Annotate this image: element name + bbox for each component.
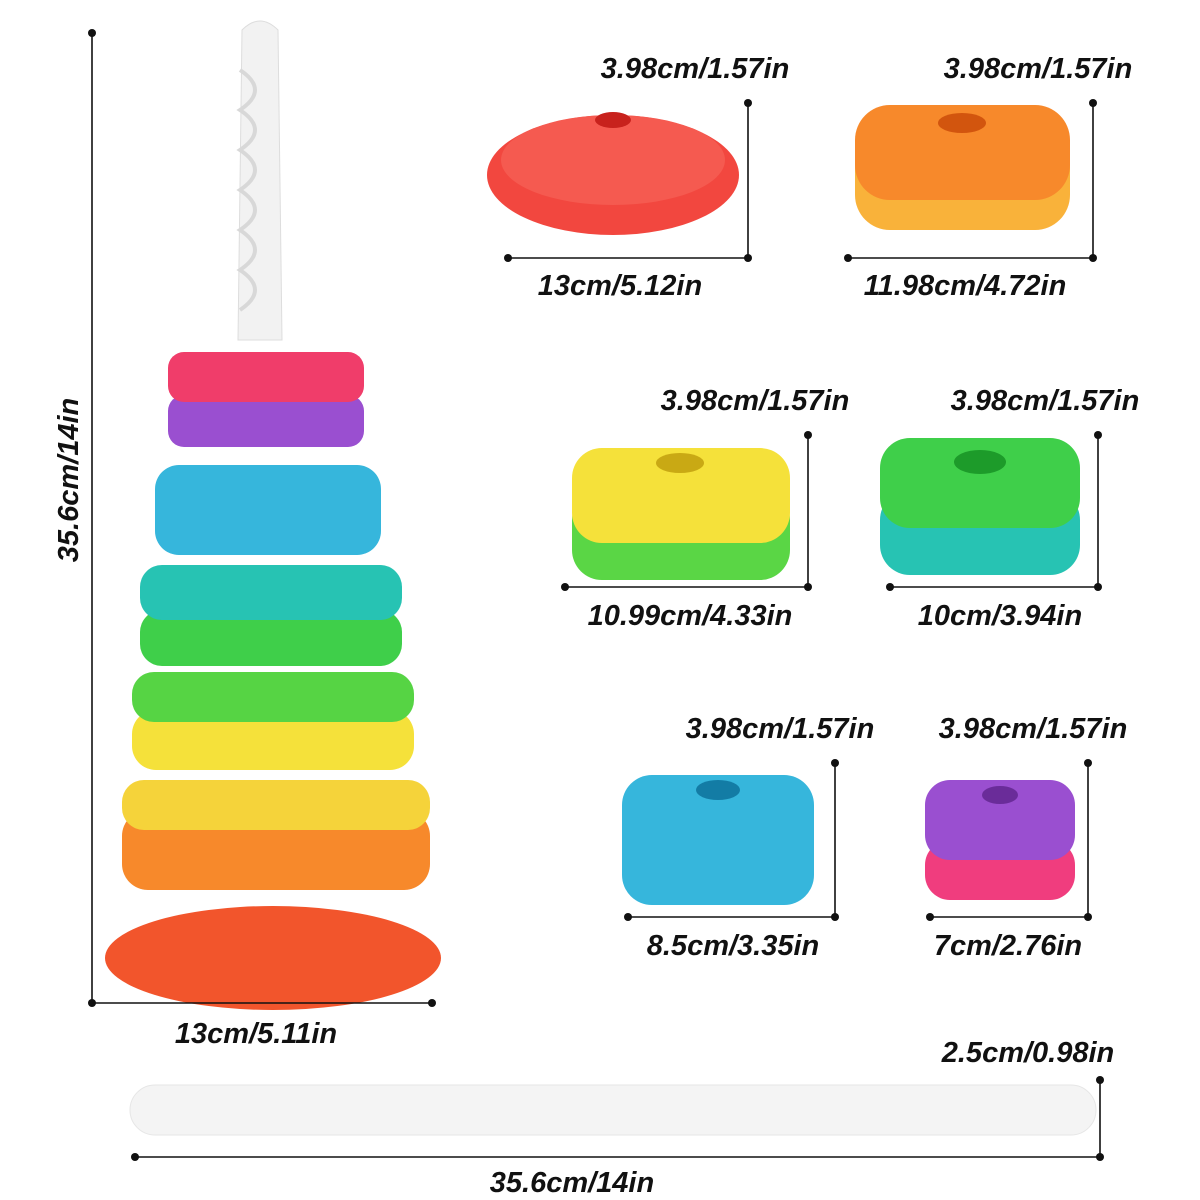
purple-ring-width-label: 7cm/2.76in	[934, 930, 1082, 962]
purple-ring-height-label: 3.98cm/1.57in	[939, 713, 1128, 745]
rod-diameter-label: 2.5cm/0.98in	[941, 1037, 1115, 1069]
yellow-ring-width-label: 10.99cm/4.33in	[588, 600, 793, 632]
tower-purple-ring	[168, 395, 364, 447]
green-ring-height-label: 3.98cm/1.57in	[951, 385, 1140, 417]
blue-ring-piece	[622, 775, 814, 905]
tower-height-label: 35.6cm/14in	[53, 398, 85, 562]
orange-ring-height-label: 3.98cm/1.57in	[944, 53, 1133, 85]
tower-red-base	[105, 906, 441, 1010]
tower-yellow-green-ring	[132, 710, 414, 770]
tower-blue-ring	[155, 465, 381, 555]
red-base-height-label: 3.98cm/1.57in	[601, 53, 790, 85]
blue-ring-width-label: 8.5cm/3.35in	[647, 930, 820, 962]
red-base-hole	[595, 112, 631, 128]
rod-piece	[129, 1084, 1097, 1136]
orange-ring-width-label: 11.98cm/4.72in	[864, 270, 1067, 302]
red-base-width-label: 13cm/5.12in	[538, 270, 702, 302]
green-ring-width-label: 10cm/3.94in	[918, 600, 1082, 632]
tower-teal-green-ring	[140, 610, 402, 666]
tower-width-label: 13cm/5.11in	[175, 1018, 337, 1050]
tower-spindle	[237, 20, 283, 341]
rod-length-label: 35.6cm/14in	[490, 1167, 654, 1199]
blue-ring-height-label: 3.98cm/1.57in	[686, 713, 875, 745]
yellow-ring-height-label: 3.98cm/1.57in	[661, 385, 850, 417]
stacked-tower	[105, 20, 441, 1010]
